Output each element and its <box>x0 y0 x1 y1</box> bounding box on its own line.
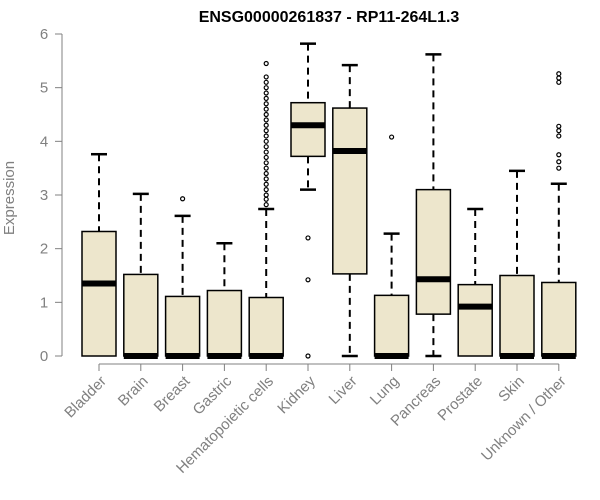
outlier-point <box>263 79 269 85</box>
y-axis-label: Expression <box>1 161 18 235</box>
x-tick-label: Prostate <box>434 373 486 425</box>
box-body <box>457 283 493 357</box>
x-tick-label: Brain <box>115 373 152 410</box>
outlier-point <box>263 74 269 80</box>
outlier-point <box>556 75 562 81</box>
outlier-point <box>263 144 269 150</box>
outlier-point <box>263 192 269 198</box>
box-body <box>248 296 284 357</box>
outlier-point <box>180 196 186 202</box>
outlier-point <box>263 101 269 107</box>
box-body <box>81 230 117 357</box>
box-gastric <box>206 242 243 359</box>
outlier-point <box>556 79 562 85</box>
outlier-point <box>556 165 562 171</box>
outlier-point <box>389 134 395 140</box>
box-brain <box>123 192 159 359</box>
outlier-point <box>305 235 311 241</box>
outlier-point <box>263 60 269 67</box>
outlier-point <box>263 149 269 155</box>
x-tick-label: Lung <box>367 373 403 409</box>
y-tick-label: 0 <box>40 348 48 365</box>
outlier-point <box>263 196 269 202</box>
x-tick-label: Bladder <box>61 373 110 422</box>
y-tick-label: 6 <box>40 26 48 43</box>
x-tick-label: Liver <box>326 373 361 408</box>
box-body <box>290 101 326 158</box>
box-breast <box>164 196 201 359</box>
box-body <box>541 281 577 357</box>
box-prostate <box>457 207 493 357</box>
outlier-point <box>305 277 311 283</box>
box-kidney <box>290 42 326 359</box>
box-skin <box>499 169 535 359</box>
y-tick-label: 3 <box>40 187 48 204</box>
outlier-point <box>263 154 269 161</box>
outlier-point <box>263 106 269 112</box>
outlier-point <box>263 117 269 123</box>
y-axis: 0 1 2 3 4 5 6 <box>40 26 63 365</box>
outlier-point <box>263 122 269 128</box>
box-liver <box>332 63 368 358</box>
box-pancreas <box>415 53 452 358</box>
box-bladder <box>81 152 117 357</box>
chart-title: ENSG00000261837 - RP11-264L1.3 <box>199 9 460 26</box>
outlier-point <box>263 187 269 193</box>
outlier-point <box>263 176 269 182</box>
outlier-point <box>305 353 311 359</box>
box-body <box>332 107 368 275</box>
box-lung <box>373 134 410 359</box>
outlier-point <box>263 165 269 171</box>
boxes-group <box>81 42 577 359</box>
outlier-point <box>556 128 562 134</box>
y-tick-label: 4 <box>40 133 48 150</box>
box-body <box>123 273 159 357</box>
y-tick-label: 2 <box>40 241 48 258</box>
outlier-point <box>263 181 269 187</box>
outlier-point <box>263 85 269 91</box>
outlier-point <box>263 202 269 208</box>
box-body <box>164 295 201 357</box>
box-body <box>415 188 452 315</box>
outlier-point <box>263 95 269 102</box>
outlier-point <box>263 133 269 139</box>
outlier-point <box>556 159 562 165</box>
outlier-point <box>556 152 562 158</box>
outlier-point <box>556 123 562 129</box>
box-hematopoietic-cells <box>248 60 284 359</box>
box-unknown-other <box>541 71 577 359</box>
x-tick-label: Kidney <box>274 372 319 417</box>
box-body <box>499 274 535 357</box>
y-tick-label: 5 <box>40 80 48 97</box>
outlier-point <box>263 170 269 177</box>
outlier-point <box>263 128 269 134</box>
outlier-point <box>556 71 562 77</box>
outlier-point <box>263 138 269 144</box>
box-body <box>373 294 410 357</box>
box-body <box>206 289 243 357</box>
outlier-point <box>263 111 269 118</box>
outlier-point <box>263 160 269 166</box>
y-tick-label: 1 <box>40 294 48 311</box>
outlier-point <box>556 133 562 139</box>
x-tick-label: Skin <box>495 373 528 406</box>
outlier-point <box>263 90 269 96</box>
x-tick-label: Breast <box>151 372 194 415</box>
